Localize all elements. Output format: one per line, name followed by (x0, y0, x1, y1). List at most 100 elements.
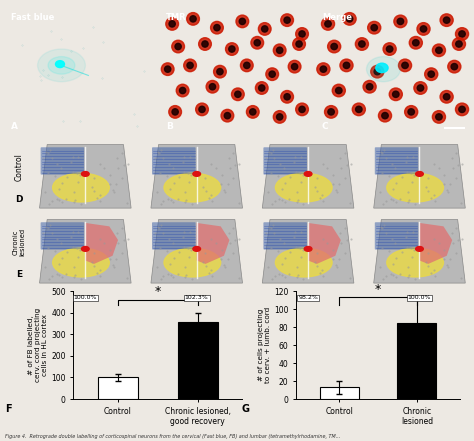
Ellipse shape (187, 13, 200, 25)
Ellipse shape (240, 59, 253, 71)
Ellipse shape (226, 43, 238, 55)
Ellipse shape (336, 87, 342, 93)
Ellipse shape (269, 71, 275, 77)
Ellipse shape (296, 41, 302, 47)
Ellipse shape (397, 18, 404, 25)
Text: D: D (15, 195, 23, 204)
Bar (98, 377, 137, 399)
Ellipse shape (281, 14, 293, 26)
Ellipse shape (451, 64, 457, 70)
Ellipse shape (273, 44, 286, 56)
Polygon shape (151, 145, 243, 208)
Ellipse shape (346, 16, 353, 22)
Ellipse shape (53, 248, 109, 277)
Text: TMR: TMR (166, 13, 187, 22)
FancyBboxPatch shape (152, 222, 196, 250)
Ellipse shape (296, 103, 309, 116)
Ellipse shape (320, 66, 327, 72)
Ellipse shape (214, 65, 226, 78)
Ellipse shape (187, 62, 193, 68)
Ellipse shape (172, 109, 178, 115)
Ellipse shape (409, 37, 422, 49)
Ellipse shape (356, 38, 368, 50)
Ellipse shape (293, 38, 305, 50)
Polygon shape (374, 220, 465, 283)
Ellipse shape (199, 38, 211, 50)
Text: *: * (375, 283, 381, 295)
FancyBboxPatch shape (41, 222, 84, 250)
Y-axis label: # of FB labelled,
cerv. cord projecting
cells in HL cortex: # of FB labelled, cerv. cord projecting … (28, 308, 48, 382)
Text: Merge: Merge (322, 13, 352, 22)
Ellipse shape (190, 16, 196, 22)
Ellipse shape (284, 17, 290, 23)
Text: 100.0%: 100.0% (73, 295, 97, 300)
Polygon shape (374, 145, 465, 208)
Ellipse shape (292, 64, 298, 70)
Text: 98.2%: 98.2% (298, 295, 318, 300)
Ellipse shape (176, 84, 189, 97)
Text: A: A (11, 122, 18, 131)
Ellipse shape (321, 18, 335, 30)
Ellipse shape (262, 26, 268, 32)
Text: B: B (166, 122, 173, 131)
Ellipse shape (440, 90, 453, 103)
Ellipse shape (371, 25, 377, 31)
Ellipse shape (394, 15, 407, 28)
FancyBboxPatch shape (375, 147, 419, 175)
Ellipse shape (169, 21, 175, 27)
Ellipse shape (275, 248, 332, 277)
Ellipse shape (224, 112, 230, 119)
Text: *: * (155, 285, 161, 298)
Ellipse shape (405, 105, 418, 118)
Ellipse shape (443, 93, 450, 100)
Ellipse shape (221, 109, 234, 122)
Ellipse shape (296, 28, 309, 40)
Ellipse shape (258, 22, 271, 35)
Ellipse shape (255, 82, 268, 94)
Ellipse shape (55, 61, 64, 67)
FancyBboxPatch shape (152, 147, 196, 175)
Ellipse shape (456, 28, 469, 40)
Ellipse shape (275, 173, 332, 202)
Ellipse shape (199, 106, 205, 112)
Text: C: C (322, 122, 328, 131)
Ellipse shape (299, 31, 305, 37)
Ellipse shape (359, 41, 365, 47)
Ellipse shape (206, 80, 219, 93)
Ellipse shape (328, 109, 334, 115)
Ellipse shape (414, 82, 427, 94)
Circle shape (416, 172, 423, 176)
FancyBboxPatch shape (264, 147, 307, 175)
Ellipse shape (428, 71, 435, 77)
Ellipse shape (366, 84, 373, 90)
Ellipse shape (402, 62, 408, 68)
Ellipse shape (417, 22, 430, 35)
Ellipse shape (417, 85, 424, 91)
Polygon shape (39, 220, 131, 283)
Ellipse shape (184, 59, 196, 71)
FancyBboxPatch shape (41, 147, 84, 175)
Circle shape (82, 172, 89, 176)
Text: 102.3%: 102.3% (185, 295, 209, 300)
Ellipse shape (284, 93, 290, 100)
Ellipse shape (254, 40, 260, 46)
Ellipse shape (374, 68, 381, 75)
Bar (319, 387, 358, 399)
Ellipse shape (166, 18, 179, 30)
Text: Chronic
lesioned: Chronic lesioned (13, 228, 26, 256)
Circle shape (304, 172, 312, 176)
Y-axis label: # of cells projecting
to cerv. + lumb. cord: # of cells projecting to cerv. + lumb. c… (258, 307, 271, 383)
Ellipse shape (37, 49, 85, 82)
Ellipse shape (356, 106, 362, 112)
Ellipse shape (196, 103, 209, 116)
Ellipse shape (363, 80, 376, 93)
Ellipse shape (328, 40, 341, 53)
Ellipse shape (229, 46, 235, 52)
Circle shape (193, 247, 201, 251)
Polygon shape (262, 145, 354, 208)
Polygon shape (419, 223, 452, 264)
Text: F: F (5, 404, 11, 414)
Ellipse shape (368, 21, 381, 34)
Ellipse shape (448, 60, 461, 73)
FancyBboxPatch shape (264, 222, 307, 250)
